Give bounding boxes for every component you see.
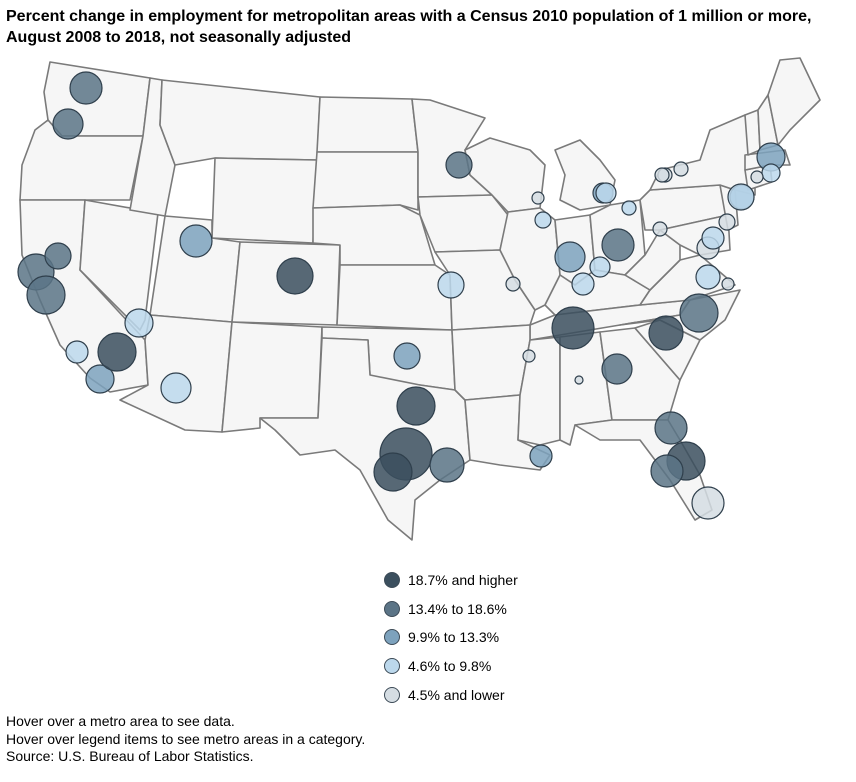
metro-bubble[interactable] — [396, 386, 436, 426]
metro-bubble[interactable] — [534, 211, 552, 229]
state-kansas — [336, 264, 453, 331]
metro-bubble[interactable] — [393, 342, 421, 370]
metro-bubble[interactable] — [761, 163, 781, 183]
metro-bubble[interactable] — [554, 241, 586, 273]
metro-bubbles — [17, 71, 786, 520]
metro-bubble[interactable] — [44, 242, 72, 270]
state-georgia — [599, 327, 681, 421]
metro-bubble[interactable] — [650, 454, 684, 488]
source-note: Source: U.S. Bureau of Labor Statistics. — [6, 748, 254, 764]
legend: 18.7% and higher 13.4% to 18.6% 9.9% to … — [384, 566, 518, 709]
legend-label: 13.4% to 18.6% — [408, 600, 507, 617]
metro-bubble[interactable] — [52, 108, 84, 140]
state-iowa — [417, 194, 509, 253]
legend-label: 18.7% and higher — [408, 572, 518, 589]
metro-bubble[interactable] — [574, 375, 584, 385]
metro-bubble[interactable] — [529, 444, 553, 468]
state-new-york — [649, 114, 756, 196]
footnotes: Hover over a metro area to see data. Hov… — [6, 713, 365, 766]
legend-label: 4.5% and lower — [408, 686, 505, 703]
hover-legend-note: Hover over legend items to see metro are… — [6, 730, 366, 747]
metro-bubble[interactable] — [124, 308, 154, 338]
metro-bubble[interactable] — [654, 167, 670, 183]
hover-metro-note: Hover over a metro area to see data. — [6, 713, 235, 729]
metro-bubble[interactable] — [601, 228, 635, 262]
metro-bubble[interactable] — [750, 170, 764, 184]
metro-bubble[interactable] — [429, 447, 465, 483]
legend-swatch — [384, 572, 400, 589]
metro-bubble[interactable] — [571, 272, 595, 296]
metro-bubble[interactable] — [727, 183, 755, 211]
metro-bubble[interactable] — [701, 226, 725, 250]
metro-bubble[interactable] — [505, 276, 521, 292]
legend-label: 4.6% to 9.8% — [408, 658, 492, 675]
metro-bubble[interactable] — [601, 353, 633, 385]
metro-bubble[interactable] — [26, 275, 66, 315]
state-montana — [159, 79, 321, 166]
state-maine — [767, 57, 821, 146]
metro-bubble[interactable] — [445, 151, 473, 179]
legend-item-9-9-to-13-3[interactable]: 9.9% to 13.3% — [384, 623, 518, 652]
metro-bubble[interactable] — [695, 264, 721, 290]
metro-bubble[interactable] — [721, 277, 735, 291]
metro-bubble[interactable] — [718, 213, 736, 231]
metro-bubble[interactable] — [179, 224, 213, 258]
legend-item-4-6-to-9-8[interactable]: 4.6% to 9.8% — [384, 652, 518, 681]
legend-swatch — [384, 600, 400, 617]
metro-bubble[interactable] — [648, 315, 684, 351]
legend-item-18-7-and-higher[interactable]: 18.7% and higher — [384, 566, 518, 595]
metro-bubble[interactable] — [621, 200, 637, 216]
legend-item-4-5-and-lower[interactable]: 4.5% and lower — [384, 680, 518, 709]
metro-bubble[interactable] — [97, 332, 137, 372]
state-arkansas — [451, 324, 531, 401]
legend-label: 9.9% to 13.3% — [408, 629, 500, 646]
metro-bubble[interactable] — [373, 452, 413, 492]
metro-bubble[interactable] — [652, 221, 668, 237]
metro-bubble[interactable] — [69, 71, 103, 105]
metro-bubble[interactable] — [65, 340, 89, 364]
metro-bubble[interactable] — [679, 293, 719, 333]
metro-bubble[interactable] — [531, 191, 545, 205]
metro-bubble[interactable] — [589, 256, 611, 278]
legend-swatch — [384, 686, 400, 703]
state-south-dakota — [312, 151, 419, 211]
legend-item-13-4-to-18-6[interactable]: 13.4% to 18.6% — [384, 595, 518, 624]
metro-bubble[interactable] — [551, 306, 595, 350]
metro-bubble[interactable] — [691, 486, 725, 520]
legend-swatch — [384, 658, 400, 675]
metro-bubble[interactable] — [437, 271, 465, 299]
metro-bubble[interactable] — [522, 349, 536, 363]
chart-title: Percent change in employment for metropo… — [6, 8, 812, 46]
state-new-mexico — [221, 321, 323, 433]
us-map — [17, 57, 821, 541]
metro-bubble[interactable] — [85, 364, 115, 394]
metro-bubble[interactable] — [673, 161, 689, 177]
metro-bubble[interactable] — [595, 182, 617, 204]
metro-bubble[interactable] — [654, 411, 688, 445]
state-wyoming — [211, 157, 318, 244]
state-north-dakota — [316, 96, 419, 153]
metro-bubble[interactable] — [160, 372, 192, 404]
legend-swatch — [384, 629, 400, 646]
metro-bubble[interactable] — [276, 257, 314, 295]
